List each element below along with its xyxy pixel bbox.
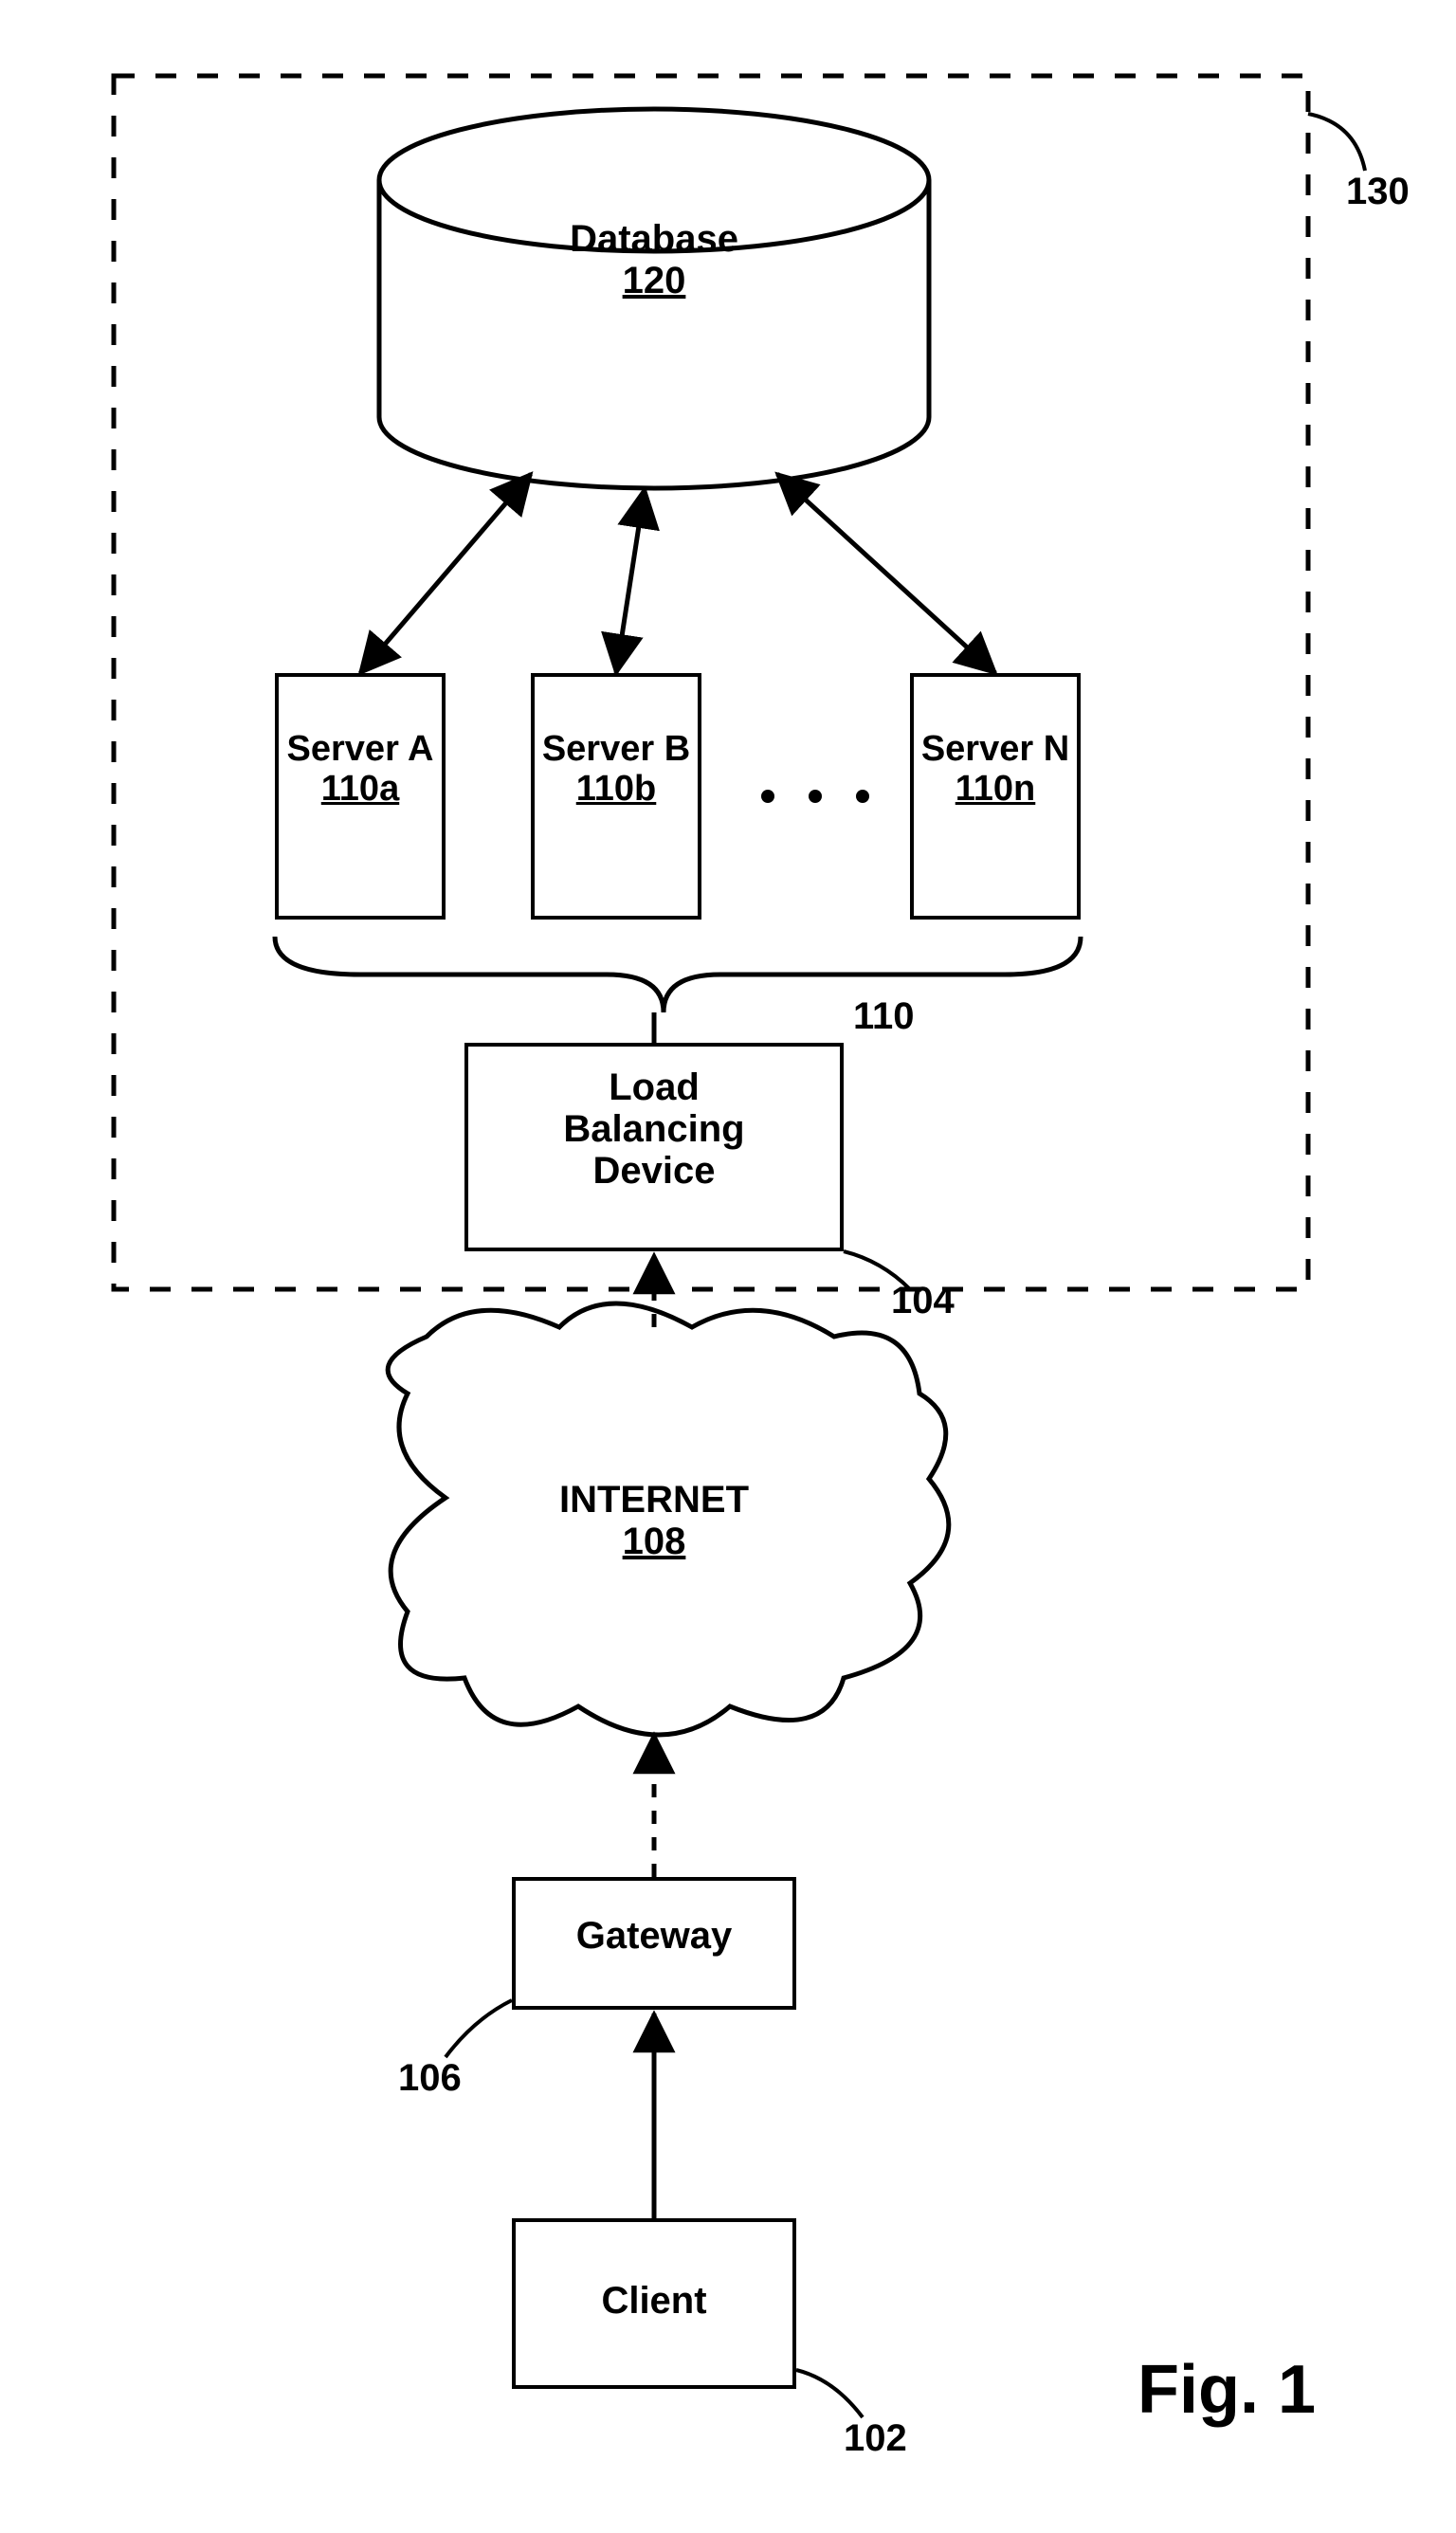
figure-caption: Fig. 1	[1138, 2351, 1316, 2429]
gateway-ref: 106	[398, 2057, 462, 2099]
load-balancer-ref: 104	[891, 1280, 955, 1321]
dashed-box-ref: 130	[1346, 171, 1410, 212]
diagram-canvas: Database 120 Server A 110a Server B 110b…	[0, 0, 1456, 2533]
leader-lines	[0, 0, 1456, 2533]
client-ref: 102	[844, 2417, 907, 2459]
